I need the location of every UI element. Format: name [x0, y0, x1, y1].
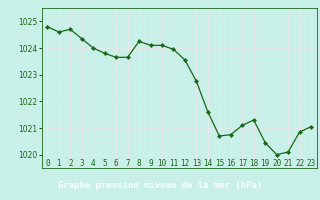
- Text: 6: 6: [114, 160, 118, 168]
- Text: 8: 8: [137, 160, 141, 168]
- Text: 4: 4: [91, 160, 95, 168]
- Text: 0: 0: [45, 160, 50, 168]
- Text: 17: 17: [238, 160, 247, 168]
- Text: 10: 10: [157, 160, 167, 168]
- Text: 16: 16: [226, 160, 236, 168]
- Text: 15: 15: [215, 160, 224, 168]
- Text: 3: 3: [79, 160, 84, 168]
- Text: 14: 14: [203, 160, 212, 168]
- Text: 21: 21: [284, 160, 293, 168]
- Text: 5: 5: [102, 160, 107, 168]
- Text: 12: 12: [180, 160, 189, 168]
- Text: 23: 23: [307, 160, 316, 168]
- Text: 1: 1: [57, 160, 61, 168]
- Text: Graphe pression niveau de la mer (hPa): Graphe pression niveau de la mer (hPa): [58, 182, 262, 190]
- Text: 9: 9: [148, 160, 153, 168]
- Text: 7: 7: [125, 160, 130, 168]
- Text: 19: 19: [260, 160, 270, 168]
- Text: 22: 22: [295, 160, 304, 168]
- Text: 13: 13: [192, 160, 201, 168]
- Text: 2: 2: [68, 160, 73, 168]
- Text: 20: 20: [272, 160, 281, 168]
- Text: 11: 11: [169, 160, 178, 168]
- Text: 18: 18: [249, 160, 258, 168]
